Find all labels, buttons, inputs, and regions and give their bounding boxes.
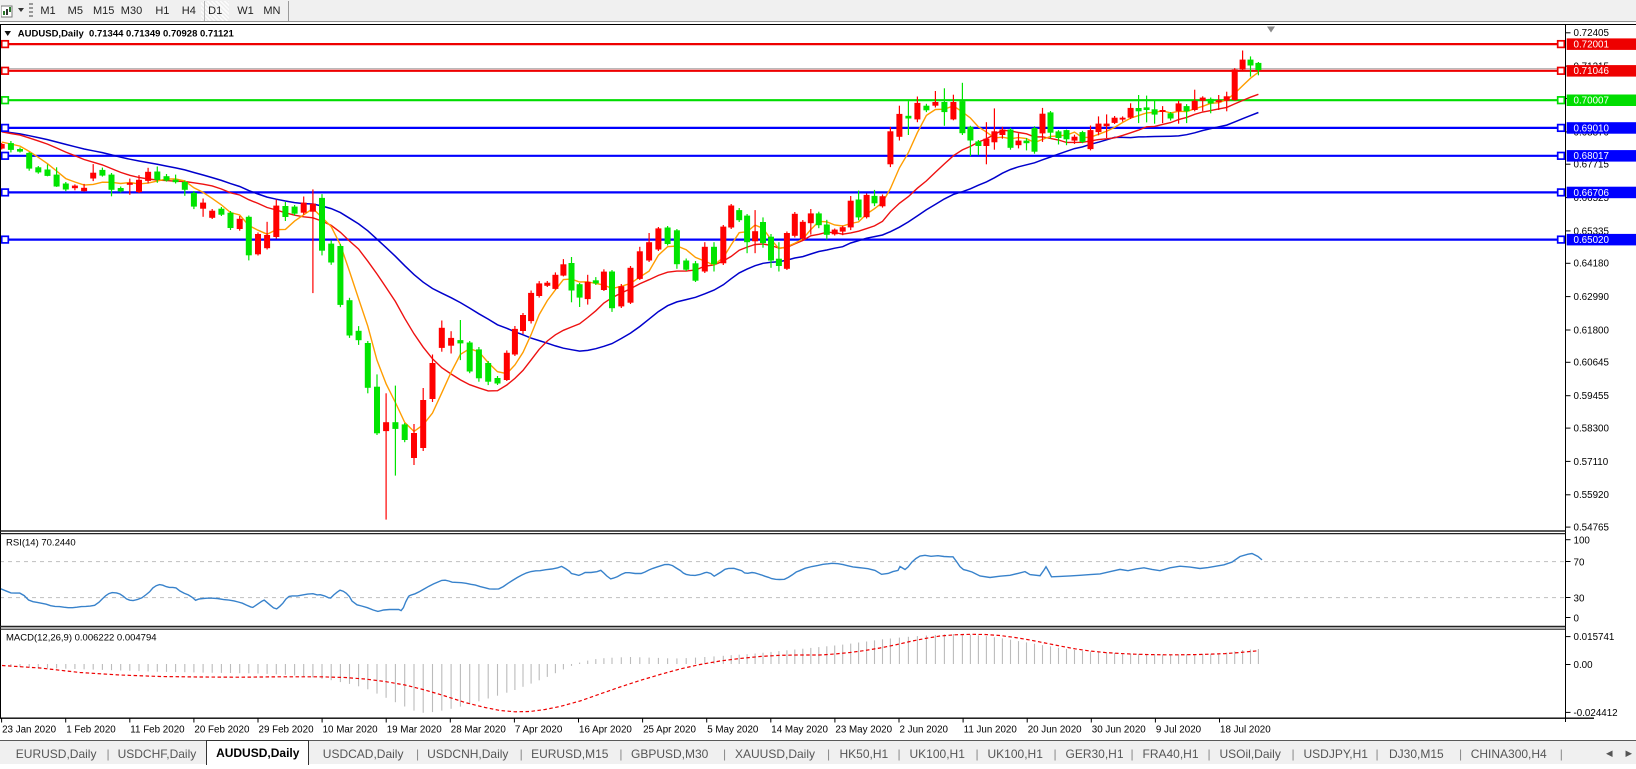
svg-text:30 Jun 2020: 30 Jun 2020	[1092, 725, 1146, 736]
svg-text:MACD(12,26,9) 0.006222 0.00479: MACD(12,26,9) 0.006222 0.004794	[6, 633, 157, 644]
svg-text:11 Jun 2020: 11 Jun 2020	[964, 725, 1018, 736]
svg-text:0.70007: 0.70007	[1574, 96, 1609, 107]
svg-text:1 Feb 2020: 1 Feb 2020	[66, 725, 116, 736]
svg-text:0.015741: 0.015741	[1574, 632, 1615, 643]
svg-text:0.57110: 0.57110	[1574, 457, 1609, 468]
svg-text:5 May 2020: 5 May 2020	[707, 725, 759, 736]
svg-text:14 May 2020: 14 May 2020	[771, 725, 828, 736]
svg-text:0.00: 0.00	[1574, 660, 1594, 671]
svg-text:0.54765: 0.54765	[1574, 523, 1610, 534]
svg-text:9 Jul 2020: 9 Jul 2020	[1156, 725, 1202, 736]
svg-text:2 Jun 2020: 2 Jun 2020	[900, 725, 949, 736]
svg-text:29 Feb 2020: 29 Feb 2020	[259, 725, 315, 736]
svg-text:30: 30	[1574, 593, 1585, 604]
svg-text:0.62990: 0.62990	[1574, 292, 1610, 303]
svg-text:70: 70	[1574, 557, 1585, 568]
svg-text:0.65335: 0.65335	[1574, 226, 1610, 237]
svg-text:0.55920: 0.55920	[1574, 490, 1610, 501]
svg-text:28 Mar 2020: 28 Mar 2020	[451, 725, 507, 736]
svg-text:0.66525: 0.66525	[1574, 193, 1610, 204]
svg-text:25 Apr 2020: 25 Apr 2020	[643, 725, 696, 736]
svg-text:0.58300: 0.58300	[1574, 424, 1610, 435]
svg-text:18 Jul 2020: 18 Jul 2020	[1220, 725, 1271, 736]
svg-text:0.65020: 0.65020	[1574, 235, 1610, 246]
svg-text:7 Apr 2020: 7 Apr 2020	[515, 725, 563, 736]
svg-text:100: 100	[1574, 536, 1591, 547]
svg-text:0.68017: 0.68017	[1574, 151, 1609, 162]
svg-text:23 Jan 2020: 23 Jan 2020	[2, 725, 56, 736]
svg-text:10 Mar 2020: 10 Mar 2020	[323, 725, 379, 736]
svg-text:20 Feb 2020: 20 Feb 2020	[194, 725, 250, 736]
svg-text:0.71046: 0.71046	[1574, 66, 1610, 77]
svg-text:0.61800: 0.61800	[1574, 325, 1610, 336]
svg-text:AUDUSD,Daily 0.71344 0.71349: AUDUSD,Daily 0.71344 0.71349 0.70928 0.7…	[18, 29, 235, 40]
svg-text:11 Feb 2020: 11 Feb 2020	[130, 725, 185, 736]
svg-text:RSI(14) 70.2440: RSI(14) 70.2440	[6, 538, 76, 549]
svg-text:0.67715: 0.67715	[1574, 160, 1610, 171]
svg-text:0.69010: 0.69010	[1574, 123, 1610, 134]
svg-text:20 Jun 2020: 20 Jun 2020	[1028, 725, 1082, 736]
svg-text:0.66706: 0.66706	[1574, 188, 1610, 199]
svg-text:0.72405: 0.72405	[1574, 28, 1610, 39]
svg-text:0.59455: 0.59455	[1574, 391, 1610, 402]
svg-text:0.60645: 0.60645	[1574, 358, 1610, 369]
svg-text:23 May 2020: 23 May 2020	[835, 725, 892, 736]
svg-text:-0.024412: -0.024412	[1574, 708, 1618, 719]
svg-text:0: 0	[1574, 613, 1580, 624]
svg-text:19 Mar 2020: 19 Mar 2020	[387, 725, 443, 736]
svg-text:0.64180: 0.64180	[1574, 259, 1610, 270]
svg-text:16 Apr 2020: 16 Apr 2020	[579, 725, 632, 736]
svg-text:0.72001: 0.72001	[1574, 40, 1609, 51]
